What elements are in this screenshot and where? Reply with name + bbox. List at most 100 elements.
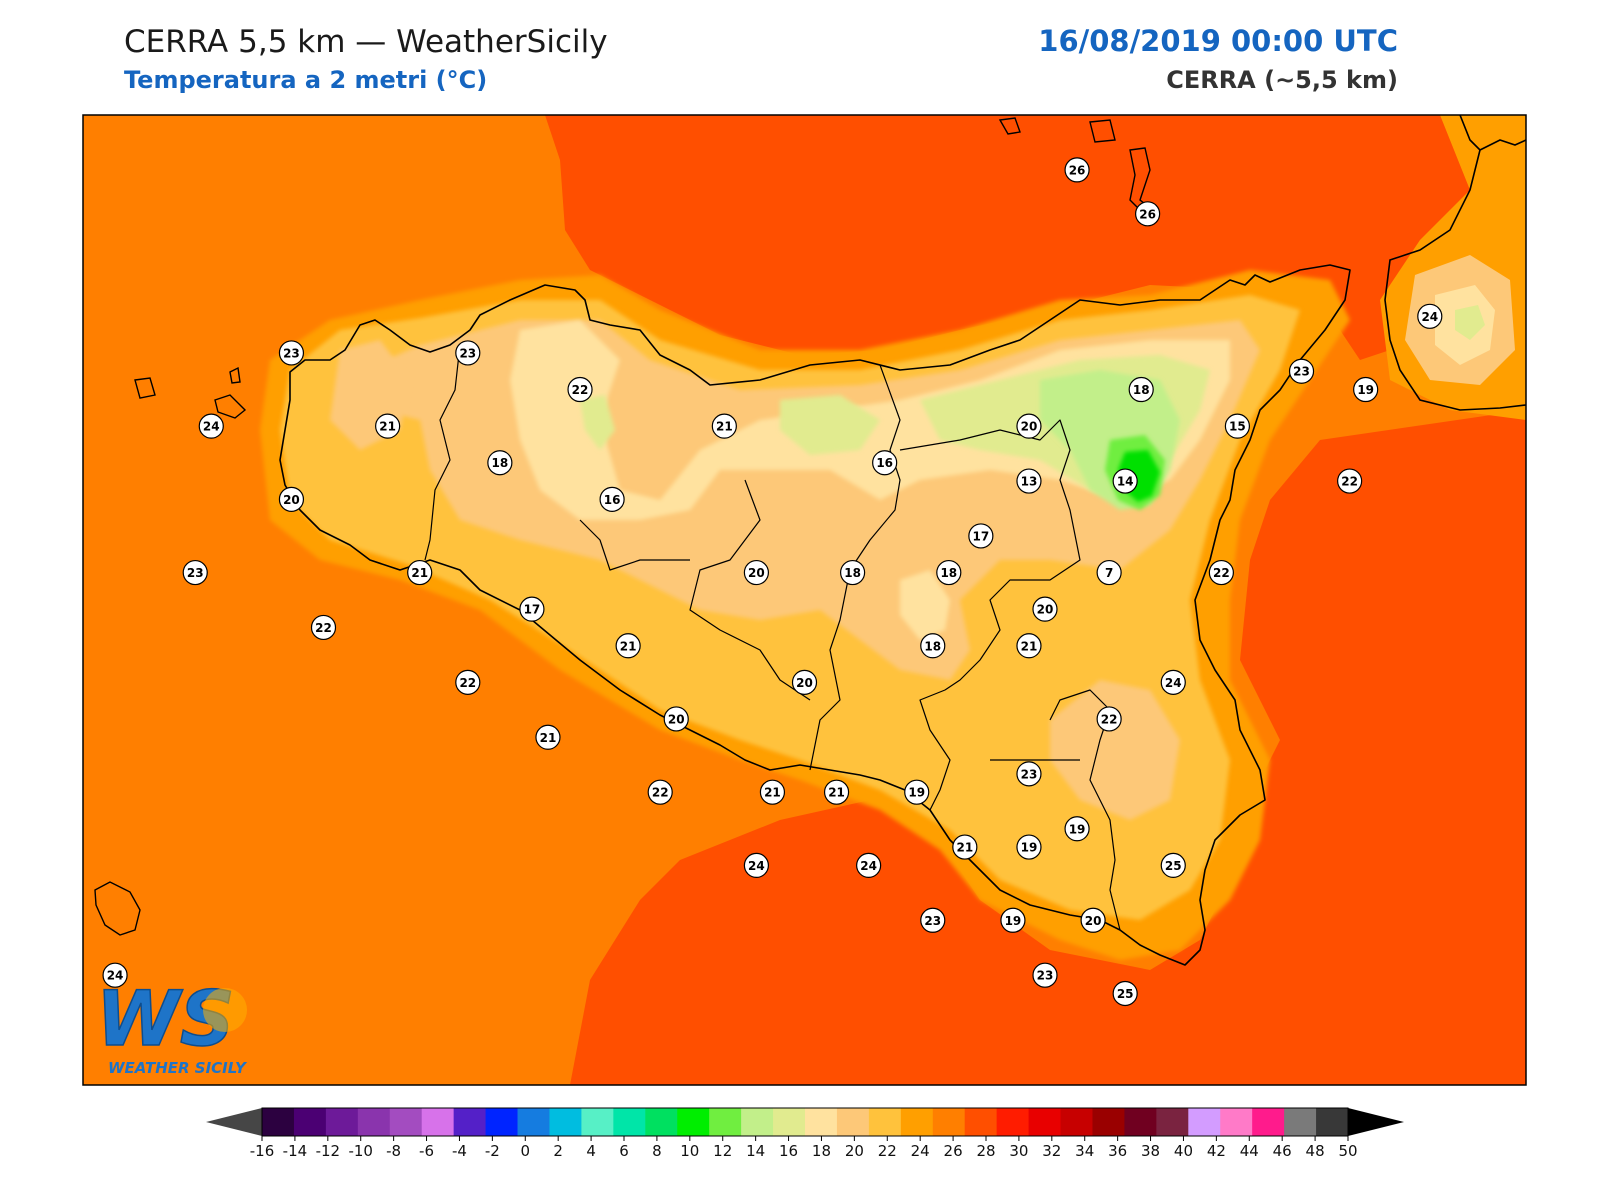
colorbar-segment <box>1316 1108 1349 1136</box>
station-circle <box>102 962 128 988</box>
province-borders <box>424 344 1121 931</box>
station-circle <box>1064 816 1090 842</box>
pantelleria-island <box>94 881 141 936</box>
station-marker: 21 <box>535 724 561 750</box>
station-value: 15 <box>1229 420 1246 434</box>
station-circle <box>519 596 545 622</box>
colorbar-tick-label: 12 <box>713 1142 732 1160</box>
station-circle <box>1016 413 1042 439</box>
colorbar-tick-label: 20 <box>845 1142 864 1160</box>
station-circle <box>615 633 641 659</box>
colorbar-segment <box>805 1108 838 1136</box>
station-marker: 20 <box>278 486 305 512</box>
station-circle <box>1112 468 1138 494</box>
colorbar-segment <box>900 1108 934 1136</box>
station-circle <box>487 450 513 476</box>
station-marker: 24 <box>743 852 770 878</box>
station-marker: 24 <box>1417 303 1443 329</box>
station-circle <box>1032 596 1058 622</box>
map-frame <box>82 114 1527 1086</box>
station-value: 21 <box>620 639 637 653</box>
station-marker: 18 <box>936 559 962 586</box>
colorbar-segment <box>1252 1108 1285 1136</box>
colorbar-segment <box>741 1108 774 1136</box>
station-value: 22 <box>572 383 589 397</box>
station-circle <box>1288 358 1315 384</box>
station-marker: 22 <box>1337 468 1363 494</box>
colorbar-segment <box>581 1108 614 1136</box>
colorbar-tick-label: 46 <box>1273 1142 1292 1160</box>
station-circle <box>647 779 673 805</box>
station-value: 21 <box>379 420 396 434</box>
station-marker: 16 <box>599 486 625 512</box>
station-marker: 22 <box>567 376 593 403</box>
colorbar-tick-label: -14 <box>283 1142 308 1160</box>
colorbar-tick-label: 14 <box>746 1142 765 1160</box>
station-circle <box>310 614 337 641</box>
station-value: 20 <box>796 676 813 690</box>
colorbar-segment <box>645 1108 678 1136</box>
station-circle <box>1000 907 1026 933</box>
station-marker: 19 <box>1000 907 1026 933</box>
colorbar-segment <box>709 1108 742 1136</box>
station-marker: 13 <box>1016 468 1042 494</box>
station-circle <box>1032 962 1058 988</box>
station-marker: 21 <box>952 834 978 860</box>
colorbar-tick-label: 4 <box>586 1142 596 1160</box>
station-marker: 22 <box>455 669 481 695</box>
colorbar-tick-label: 16 <box>779 1142 798 1160</box>
station-value: 17 <box>524 603 541 617</box>
station-marker: 24 <box>102 962 128 988</box>
colorbar-segment <box>549 1108 582 1136</box>
station-value: 21 <box>956 841 973 855</box>
colorbar-segment <box>677 1108 710 1136</box>
station-value: 22 <box>652 786 669 800</box>
weather-sicily-logo: WS WEATHER SICILY <box>95 973 248 1077</box>
valid-time: 16/08/2019 00:00 UTC <box>1038 24 1398 58</box>
station-value: 24 <box>1165 676 1182 690</box>
station-value: 21 <box>1021 639 1038 653</box>
sun-icon <box>203 988 247 1032</box>
colorbar-tick-label: 0 <box>520 1142 530 1160</box>
station-value: 21 <box>411 566 428 580</box>
station-circle <box>1016 633 1042 659</box>
station-marker: 25 <box>1112 980 1138 1007</box>
station-marker: 21 <box>1016 633 1042 659</box>
colorbar-over-arrow <box>1348 1108 1404 1136</box>
station-markers: 26 26 23 23 22 24 21 18 21 16 20 18 23 24 19 15 20 16 13 14… <box>102 157 1443 1007</box>
station-circle <box>743 852 770 878</box>
station-value: 22 <box>1213 566 1230 580</box>
station-circle <box>936 559 962 586</box>
station-value: 26 <box>1069 163 1086 177</box>
colorbar-segment <box>1060 1108 1093 1136</box>
map-subtitle: Temperatura a 2 metri (°C) <box>124 66 488 94</box>
colorbar-tick-label: 48 <box>1306 1142 1325 1160</box>
station-value: 22 <box>1341 475 1358 489</box>
station-value: 21 <box>764 786 781 800</box>
colorbar-tick-label: 42 <box>1207 1142 1226 1160</box>
colorbar-tick-label: 6 <box>619 1142 629 1160</box>
colorbar-tick-label: 18 <box>812 1142 831 1160</box>
station-circle <box>1016 834 1042 860</box>
colorbar-tick-label: 26 <box>944 1142 963 1160</box>
station-circle <box>904 779 930 805</box>
station-marker: 22 <box>1208 559 1234 586</box>
station-value: 23 <box>459 346 476 360</box>
station-value: 20 <box>748 566 765 580</box>
station-marker: 7 <box>1096 559 1122 586</box>
colorbar-segment <box>517 1108 550 1136</box>
station-value: 17 <box>973 529 990 543</box>
station-value: 20 <box>1037 603 1054 617</box>
station-marker: 19 <box>1016 834 1042 860</box>
station-marker: 15 <box>1224 413 1251 439</box>
station-circle <box>663 706 689 732</box>
colorbar-tick-label: 50 <box>1338 1142 1357 1160</box>
station-marker: 17 <box>968 523 994 549</box>
station-marker: 24 <box>198 413 224 439</box>
colorbar-tick-label: 28 <box>976 1142 995 1160</box>
station-marker: 23 <box>1288 358 1315 384</box>
station-marker: 22 <box>647 779 673 805</box>
station-value: 19 <box>1021 841 1038 855</box>
station-circle <box>839 559 866 586</box>
